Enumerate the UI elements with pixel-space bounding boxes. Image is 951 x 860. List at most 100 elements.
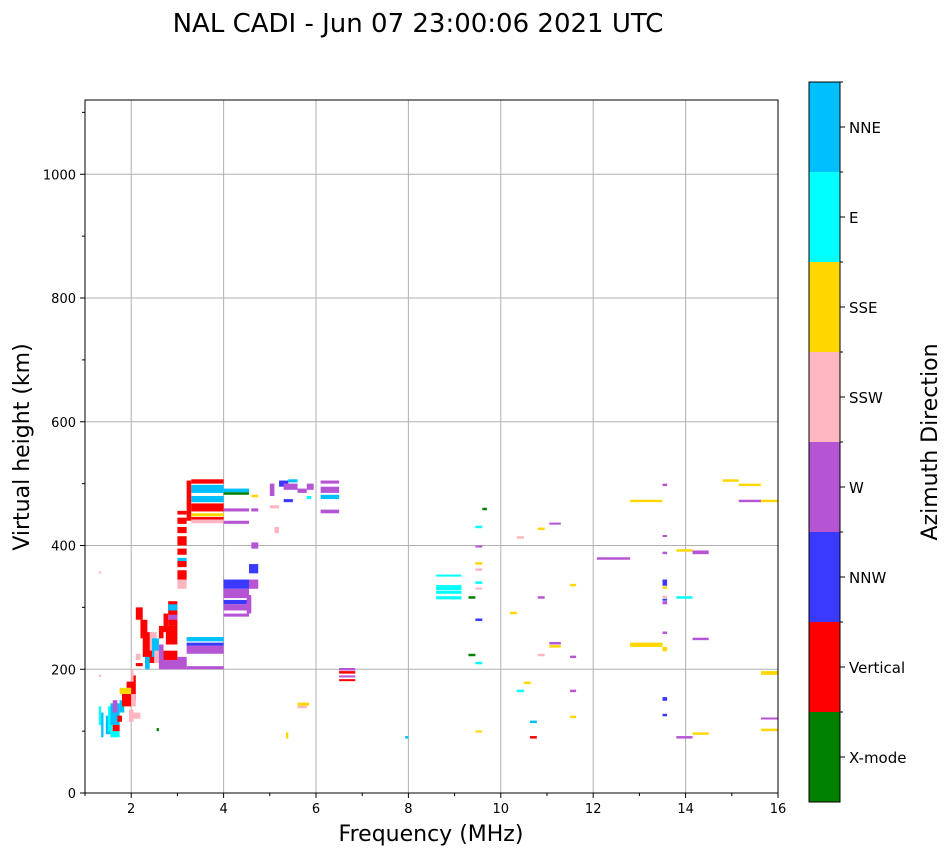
- colorbar-swatch-ssw: [809, 352, 840, 442]
- echo-w: [662, 483, 668, 487]
- echo-vertical: [191, 517, 224, 520]
- echo-w: [339, 675, 356, 678]
- echo-w: [549, 642, 561, 645]
- echo-sse: [285, 732, 289, 739]
- echo-sse: [549, 645, 561, 648]
- echo-vertical: [135, 663, 143, 667]
- x-tick-label: 16: [770, 802, 787, 817]
- y-tick-label: 800: [51, 292, 76, 307]
- echo-ssw: [269, 505, 280, 509]
- echo-sse: [570, 583, 577, 587]
- echo-e: [436, 574, 462, 577]
- x-tick-label: 2: [127, 802, 135, 817]
- echo-nne: [145, 656, 150, 670]
- echo-w: [738, 499, 761, 503]
- echo-vertical: [135, 607, 143, 620]
- colorbar-label-nne: NNE: [849, 119, 881, 137]
- echo-vertical: [131, 675, 136, 701]
- echo-w: [246, 595, 252, 614]
- x-tick-label: 12: [585, 802, 602, 817]
- echo-sse: [760, 499, 778, 503]
- y-tick-label: 200: [51, 663, 76, 678]
- echo-nnw: [662, 598, 668, 601]
- echo-w: [662, 601, 668, 605]
- x-axis-label: Frequency (MHz): [339, 822, 524, 847]
- echo-marks: [98, 479, 778, 739]
- echo-nnw: [186, 642, 224, 646]
- echo-vertical: [339, 671, 356, 674]
- echo-nne: [405, 736, 409, 739]
- echo-w: [662, 551, 668, 555]
- x-tick-label: 6: [312, 802, 320, 817]
- echo-vertical: [126, 681, 134, 688]
- echo-ssw: [131, 694, 136, 707]
- colorbar-swatch-nnw: [809, 532, 840, 622]
- echo-e: [475, 525, 483, 529]
- echo-nne: [151, 638, 159, 657]
- echo-sse: [760, 671, 778, 675]
- echo-ssw: [131, 669, 134, 682]
- colorbar-swatch-sse: [809, 262, 840, 352]
- echo-ssw: [537, 653, 545, 657]
- echo-w: [320, 509, 340, 514]
- x-tick-label: 14: [677, 802, 694, 817]
- echo-w: [269, 483, 275, 496]
- echo-ssw: [135, 653, 141, 660]
- echo-sse: [676, 549, 693, 552]
- echo-sse: [760, 728, 778, 732]
- colorbar-swatch-e: [809, 172, 840, 262]
- echo-w: [692, 637, 709, 641]
- colorbar-label-vertical: Vertical: [849, 659, 905, 677]
- y-tick-label: 400: [51, 540, 76, 555]
- echo-sse: [722, 479, 739, 482]
- echo-vertical: [529, 736, 537, 739]
- colorbar-label: Azimuth Direction: [918, 343, 943, 540]
- colorbar: X-mode Vertical NNW W SSW SSE E NNE: [808, 81, 906, 803]
- echo-nne: [186, 637, 224, 642]
- colorbar-swatch-x-mode: [809, 712, 840, 802]
- echo-nne: [191, 484, 224, 493]
- echo-w: [283, 483, 298, 490]
- echo-sse: [570, 715, 577, 719]
- echo-vertical: [186, 480, 192, 521]
- colorbar-frame: [808, 81, 841, 803]
- echo-w: [223, 613, 250, 617]
- echo-nnw: [662, 697, 668, 701]
- echo-x-mode: [482, 507, 487, 511]
- x-axis: 2 4 6 8 10 12 14 16: [84, 793, 787, 817]
- echo-e: [676, 596, 693, 599]
- echo-vertical: [112, 724, 120, 732]
- echo-vertical: [177, 548, 187, 555]
- echo-w: [549, 522, 561, 525]
- colorbar-label-nnw: NNW: [849, 569, 886, 587]
- echo-w: [223, 604, 250, 611]
- y-axis: 0 200 400 600 800 1000: [43, 111, 85, 802]
- echo-w: [339, 668, 356, 671]
- echo-ssw: [274, 526, 280, 534]
- echo-vertical: [177, 526, 187, 534]
- echo-ssw: [662, 595, 668, 599]
- echo-sse: [523, 681, 531, 685]
- echo-w: [760, 717, 778, 720]
- echo-sse: [191, 513, 224, 517]
- echo-e: [110, 731, 120, 738]
- echo-ssw: [475, 587, 483, 590]
- echo-ssw: [154, 650, 162, 664]
- echo-sse: [630, 642, 663, 647]
- echo-vertical: [121, 694, 132, 707]
- echo-vertical: [191, 503, 224, 512]
- echo-vertical: [168, 601, 178, 626]
- echo-vertical: [339, 679, 356, 682]
- echo-w: [306, 483, 314, 490]
- x-tick-label: 4: [219, 802, 227, 817]
- echo-w: [570, 655, 577, 659]
- x-tick-label: 8: [404, 802, 412, 817]
- echo-e: [98, 706, 102, 725]
- grid: [85, 100, 778, 793]
- echo-nne: [223, 488, 250, 493]
- echo-w: [320, 480, 340, 484]
- echo-w: [596, 557, 631, 560]
- echo-x-mode: [156, 728, 159, 732]
- echo-w: [186, 666, 224, 670]
- echo-vertical: [191, 479, 224, 484]
